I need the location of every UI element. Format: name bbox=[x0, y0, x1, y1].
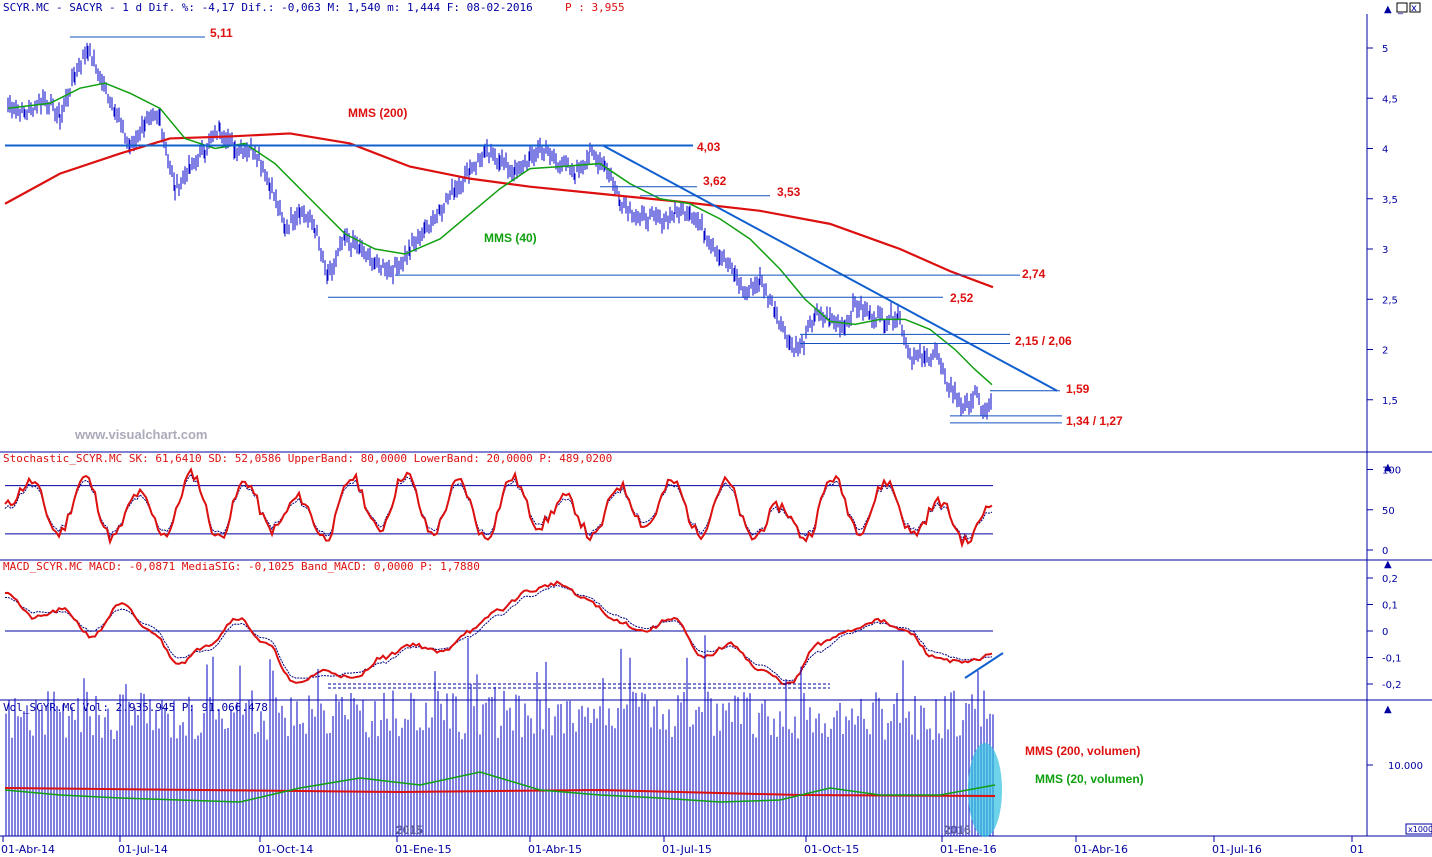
price-bars bbox=[7, 42, 992, 420]
y-tick-label: 2,5 bbox=[1382, 295, 1398, 306]
y-tick-label: 100 bbox=[1382, 466, 1401, 477]
annotation-label: MMS (40) bbox=[484, 231, 537, 245]
vol-scroll-icon[interactable]: ▲ bbox=[1384, 704, 1392, 715]
x-tick-label: 01-Jul-16 bbox=[1212, 843, 1262, 856]
y-tick-label: 10.000 bbox=[1388, 761, 1423, 772]
y-tick-label: 4 bbox=[1382, 145, 1388, 156]
y-tick-label: 4,5 bbox=[1382, 94, 1398, 105]
macd-panel: 0,2 0,1 0 -0,1 -0,2 bbox=[4, 574, 1402, 691]
x-axis: 01-Abr-14 01-Jul-14 01-Oct-14 01-Ene-15 01-A… bbox=[1, 836, 1364, 856]
unit-label: x1000 bbox=[1408, 825, 1432, 834]
volume-highlight bbox=[968, 743, 1002, 837]
panel-controls[interactable]: ▲ ▲ ▲ bbox=[1384, 462, 1392, 715]
window-controls[interactable]: ▲ _ x bbox=[1384, 2, 1421, 15]
header-prev: P : 3,955 bbox=[565, 1, 625, 14]
annotation-label: MMS (200) bbox=[348, 106, 407, 120]
annotation-label: 2,15 / 2,06 bbox=[1015, 334, 1072, 348]
annotation-label: 2,52 bbox=[950, 291, 974, 305]
price-y-axis: 5 4,5 4 3,5 3 2,5 2 1,5 bbox=[1367, 44, 1398, 407]
x-tick-label: 01-Oct-15 bbox=[804, 843, 859, 856]
year-label: 2016 bbox=[944, 823, 971, 837]
y-tick-label: 1,5 bbox=[1382, 396, 1398, 407]
minimize-icon[interactable]: _ bbox=[1397, 4, 1404, 15]
annotation-label: 1,34 / 1,27 bbox=[1066, 414, 1123, 428]
y-tick-label: 3,5 bbox=[1382, 195, 1398, 206]
close-icon[interactable]: x bbox=[1411, 3, 1417, 14]
x-tick-label: 01-Abr-14 bbox=[1, 843, 55, 856]
x-tick-label: 01-Jul-15 bbox=[662, 843, 712, 856]
stoch-sk-line bbox=[4, 467, 993, 549]
y-tick-label: 2 bbox=[1382, 346, 1388, 357]
macd-line bbox=[4, 580, 993, 686]
annotation-label: 1,59 bbox=[1066, 382, 1090, 396]
watermark: www.visualchart.com bbox=[74, 427, 207, 442]
x-tick-label: 01-Abr-15 bbox=[528, 843, 582, 856]
y-tick-label: 3 bbox=[1382, 245, 1388, 256]
mms200-line bbox=[4, 132, 994, 289]
stoch-sd-line bbox=[4, 473, 993, 542]
volume-header: Vol_SCYR.MC Vol: 2.935.945 P: 91.066.478 bbox=[3, 701, 268, 714]
y-tick-label: -0,2 bbox=[1382, 680, 1402, 691]
y-tick-label: 0 bbox=[1382, 546, 1388, 557]
price-panel: 5,11 MMS (200) 4,03 3,62 3,53 MMS (40) 2,74 2,5… bbox=[4, 26, 1123, 428]
annotation-label: 2,74 bbox=[1022, 267, 1046, 281]
x-tick-label: 01-Abr-16 bbox=[1074, 843, 1128, 856]
macd-trend-line bbox=[964, 652, 1004, 679]
vol-mms20-line bbox=[4, 771, 996, 803]
x-tick-label: 01-Jul-14 bbox=[118, 843, 168, 856]
y-tick-label: 0 bbox=[1382, 627, 1388, 638]
unit-box bbox=[1405, 823, 1432, 835]
header-text: SCYR.MC - SACYR - 1 d Dif. %: -4,17 Dif.… bbox=[3, 1, 533, 14]
annotation-label: 4,03 bbox=[697, 140, 721, 154]
y-tick-label: 0,2 bbox=[1382, 574, 1398, 585]
trend-line bbox=[602, 144, 1058, 392]
x-tick-label: 01-Ene-15 bbox=[395, 843, 452, 856]
mms40-line bbox=[7, 82, 993, 386]
vol-mms200-line bbox=[4, 787, 996, 797]
vol-mms20-label: MMS (20, volumen) bbox=[1035, 772, 1144, 786]
y-tick-label: 0,1 bbox=[1382, 601, 1398, 612]
y-tick-label: 50 bbox=[1382, 506, 1395, 517]
x-tick-label: 01-Ene-16 bbox=[940, 843, 997, 856]
year-label: 2015 bbox=[396, 823, 423, 837]
macd-signal-line bbox=[4, 584, 993, 682]
stochastic-panel: 100 50 0 bbox=[4, 466, 1401, 557]
annotation-label: 3,53 bbox=[777, 185, 801, 199]
volume-panel: MMS (200, volumen) MMS (20, volumen) 2015 2… bbox=[4, 635, 1432, 837]
stochastic-header: Stochastic_SCYR.MC SK: 61,6410 SD: 52,05… bbox=[3, 452, 612, 465]
stoch-scroll-icon[interactable]: ▲ bbox=[1384, 462, 1392, 473]
vol-mms200-label: MMS (200, volumen) bbox=[1025, 744, 1140, 758]
macd-scroll-icon[interactable]: ▲ bbox=[1384, 559, 1392, 570]
y-tick-label: -0,1 bbox=[1382, 654, 1402, 665]
x-tick-label: 01-Oct-14 bbox=[258, 843, 313, 856]
annotation-label: 5,11 bbox=[210, 26, 233, 40]
x-tick-label: 01 bbox=[1350, 843, 1364, 856]
macd-header: MACD_SCYR.MC MACD: -0,0871 MediaSIG: -0,… bbox=[3, 560, 480, 573]
scroll-up-icon[interactable]: ▲ bbox=[1384, 4, 1392, 15]
annotation-label: 3,62 bbox=[703, 174, 727, 188]
y-tick-label: 5 bbox=[1382, 44, 1388, 55]
